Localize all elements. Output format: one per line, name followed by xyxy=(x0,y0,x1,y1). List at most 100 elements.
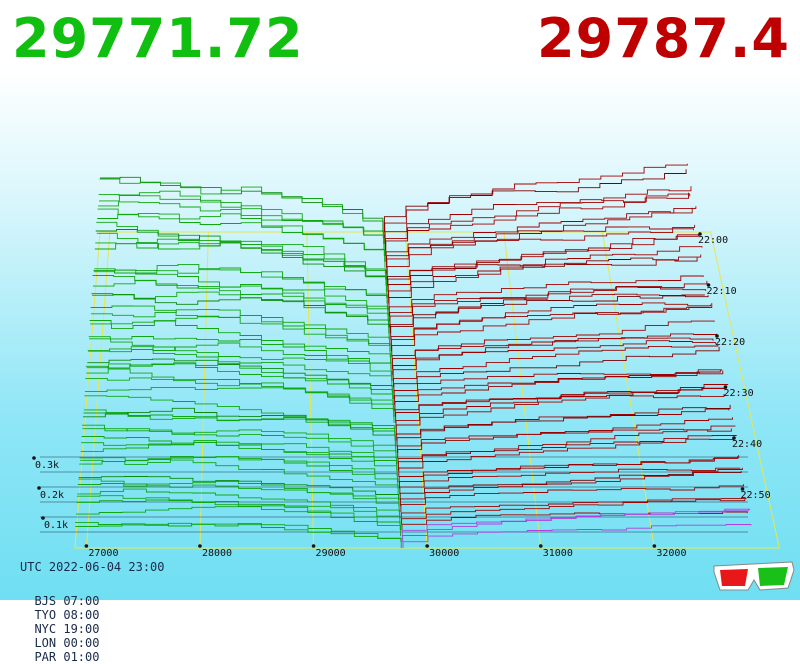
bid-line-20 xyxy=(90,305,391,352)
timezone-row: BJS 07:00 TYO 08:00 NYC 19:00 LON 00:00 … xyxy=(20,580,123,664)
ask-line-1 xyxy=(384,163,688,238)
ask-line-46 xyxy=(400,467,743,507)
ask-line-39 xyxy=(397,438,735,465)
ask-line-36 xyxy=(396,404,731,447)
x-grid-line-4 xyxy=(503,231,542,549)
time-tick-dot-1 xyxy=(706,283,711,287)
time-tick-label-2: 22:20 xyxy=(715,337,745,348)
bid-line-18 xyxy=(91,293,390,340)
bid-line-25 xyxy=(88,349,392,382)
bid-line-31 xyxy=(85,377,395,417)
depth-tick-dot-2 xyxy=(32,456,36,460)
x-tick-dot-0 xyxy=(84,544,89,548)
bid-line-23 xyxy=(89,338,392,370)
bid-price: 29771.72 xyxy=(12,7,304,70)
ask-line-41 xyxy=(398,435,737,477)
ask-line-37 xyxy=(396,428,732,453)
x-tick-dot-3 xyxy=(425,544,429,548)
ask-line-13 xyxy=(388,246,703,310)
bid-line-40 xyxy=(81,442,398,471)
x-tick-label-1: 28000 xyxy=(202,548,232,559)
x-tick-label-5: 32000 xyxy=(656,548,686,559)
x-axis-ticks: 27000 28000 29000 30000 31000 32000 xyxy=(84,544,686,559)
bid-line-13 xyxy=(93,269,388,310)
timezone-par: PAR 01:00 xyxy=(34,650,100,664)
depth-tick-label-0: 0.1k xyxy=(44,520,68,531)
bid-line-3 xyxy=(98,190,385,250)
x-tick-label-0: 27000 xyxy=(88,548,118,559)
time-tick-label-3: 22:30 xyxy=(724,388,754,399)
bid-line-43 xyxy=(79,455,399,489)
ask-line-30 xyxy=(394,370,724,411)
ask-line-51 xyxy=(401,509,749,537)
depth-chart: 27000 28000 29000 30000 31000 32000 0.1k0.2k0… xyxy=(32,163,780,559)
timezone-bjs: BJS 07:00 xyxy=(34,594,100,608)
ask-line-7 xyxy=(386,224,696,274)
ask-line-53 xyxy=(402,524,752,548)
bid-line-47 xyxy=(77,480,400,513)
bid-line-44 xyxy=(79,459,399,495)
ask-line-5 xyxy=(385,207,693,262)
timezone-lon: LON 00:00 xyxy=(34,636,100,650)
depth-tick-label-2: 0.3k xyxy=(35,460,59,471)
ask-line-4 xyxy=(385,186,692,256)
x-tick-dot-5 xyxy=(652,544,657,548)
utc-timestamp: UTC 2022-06-04 23:00 xyxy=(20,560,165,574)
ask-line-52 xyxy=(402,508,751,543)
ask-line-34 xyxy=(395,384,729,435)
x-tick-label-3: 30000 xyxy=(429,548,459,559)
ask-line-33 xyxy=(395,386,727,429)
ask-line-14 xyxy=(388,275,704,316)
bid-line-46 xyxy=(78,478,400,507)
bid-line-10 xyxy=(95,240,387,292)
bid-line-33 xyxy=(84,395,395,429)
3d-glasses-icon[interactable] xyxy=(712,558,796,594)
bid-line-38 xyxy=(82,424,397,459)
bid-line-39 xyxy=(81,436,397,465)
x-tick-dot-4 xyxy=(538,544,543,548)
ask-line-45 xyxy=(399,471,742,501)
ask-line-9 xyxy=(387,257,698,286)
bid-line-53 xyxy=(75,521,402,548)
x-tick-label-2: 29000 xyxy=(316,548,346,559)
ask-line-16 xyxy=(389,286,707,328)
bid-line-28 xyxy=(86,363,394,399)
ask-line-48 xyxy=(400,499,746,519)
ask-line-12 xyxy=(388,254,702,304)
time-tick-label-1: 22:10 xyxy=(707,286,737,297)
bid-line-16 xyxy=(92,275,389,328)
bid-line-50 xyxy=(76,499,401,531)
ask-line-21 xyxy=(391,303,713,358)
bid-line-4 xyxy=(98,201,385,256)
bid-line-6 xyxy=(97,212,386,268)
bid-depth-lines xyxy=(75,176,402,548)
ask-line-29 xyxy=(394,369,723,405)
ask-line-31 xyxy=(394,394,725,417)
ask-line-15 xyxy=(389,293,705,322)
ask-line-2 xyxy=(384,192,689,244)
bid-line-24 xyxy=(88,336,392,376)
ask-line-23 xyxy=(392,320,715,370)
timezone-tyo: TYO 08:00 xyxy=(34,608,100,622)
bid-line-52 xyxy=(75,523,402,543)
ask-line-18 xyxy=(390,295,709,340)
bid-line-41 xyxy=(80,441,398,477)
ask-line-35 xyxy=(396,408,730,441)
depth-tick-dot-0 xyxy=(41,516,45,520)
x-grid-line-2 xyxy=(306,231,315,549)
ask-line-26 xyxy=(393,344,719,388)
ask-line-43 xyxy=(399,455,740,489)
bid-line-45 xyxy=(78,476,399,501)
ask-line-28 xyxy=(393,369,721,399)
time-tick-label-4: 22:40 xyxy=(732,439,762,450)
x-grid-line-0 xyxy=(85,231,111,549)
timezone-nyc: NYC 19:00 xyxy=(34,622,100,636)
ask-price: 29787.4 xyxy=(537,7,790,70)
time-tick-label-0: 22:00 xyxy=(698,235,728,246)
bid-line-48 xyxy=(77,488,400,519)
bid-line-32 xyxy=(84,386,395,423)
bid-line-11 xyxy=(94,238,388,298)
ask-line-3 xyxy=(385,193,691,250)
ask-line-27 xyxy=(393,346,720,393)
bid-line-9 xyxy=(95,229,387,286)
